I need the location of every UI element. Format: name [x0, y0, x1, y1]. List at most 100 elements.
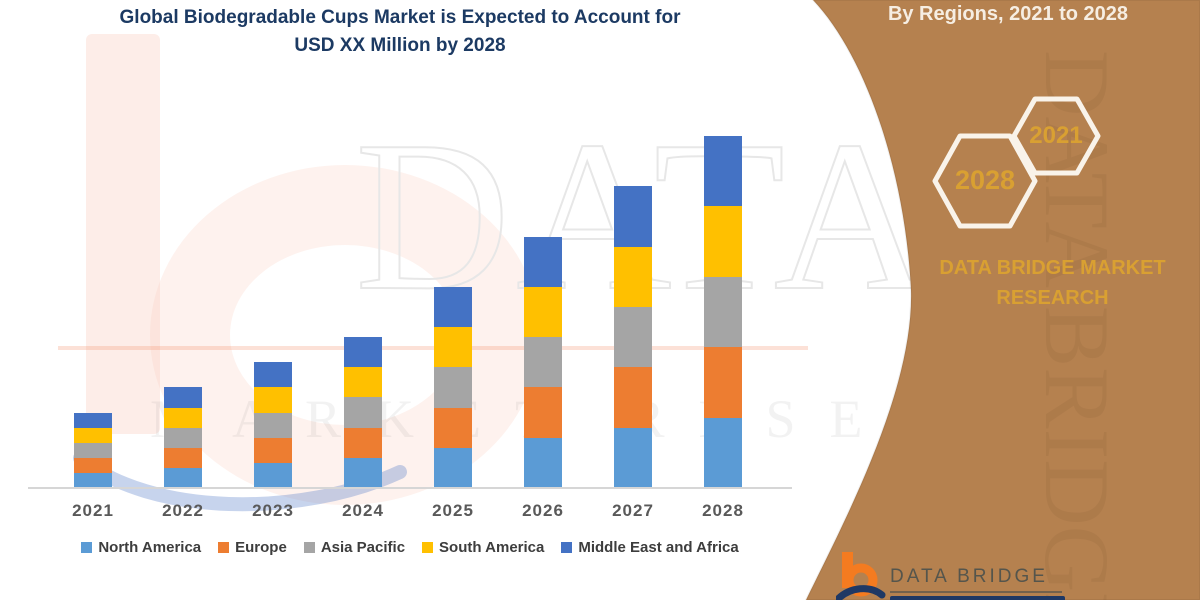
- bar-2021: [48, 134, 138, 488]
- stacked-bar: [524, 236, 562, 488]
- bar-segment: [434, 327, 472, 368]
- stacked-bar: [434, 286, 472, 488]
- bar-segment: [254, 387, 292, 413]
- bar-2027: [588, 134, 678, 488]
- bar-2028: [678, 134, 768, 488]
- bar-segment: [614, 186, 652, 247]
- bar-segment: [614, 306, 652, 368]
- side-brand-line2: RESEARCH: [996, 287, 1109, 309]
- bar-segment: [344, 367, 382, 398]
- footer-brand-bar: [890, 596, 1065, 600]
- legend-label: North America: [98, 539, 202, 556]
- bar-segment: [524, 286, 562, 338]
- plot-area: [48, 134, 768, 488]
- bar-2025: [408, 134, 498, 488]
- x-axis-labels: 2021 2022 2023 2024 2025 2026 2027 2028: [48, 501, 768, 521]
- watermark-b-stem: [86, 34, 160, 434]
- bar-segment: [164, 467, 202, 488]
- bar-2024: [318, 134, 408, 488]
- chart-title-line2: USD XX Million by 2028: [294, 34, 506, 56]
- bar-segment: [164, 427, 202, 448]
- bar-segment: [434, 286, 472, 328]
- bar-segment: [254, 412, 292, 438]
- bar-segment: [614, 367, 652, 428]
- footer-brand-text: DATA BRIDGE: [890, 566, 1048, 587]
- bar-segment: [74, 442, 112, 458]
- chart-title-line1: Global Biodegradable Cups Market is Expe…: [119, 7, 681, 28]
- legend-item: North America: [81, 539, 201, 556]
- stacked-bar: [344, 337, 382, 488]
- bar-segment: [524, 236, 562, 287]
- footer-brand-underline: [890, 591, 1062, 593]
- bar-segment: [614, 427, 652, 488]
- legend-swatch: [561, 542, 573, 553]
- bar-segment: [254, 462, 292, 488]
- data-bridge-b-logo-icon: [836, 552, 886, 600]
- x-axis-label: 2021: [72, 501, 114, 520]
- bar-segment: [524, 437, 562, 488]
- bar-segment: [344, 397, 382, 428]
- bar-segment: [164, 407, 202, 428]
- watermark-pink-stripe: [58, 346, 808, 350]
- bar-2023: [228, 134, 318, 488]
- legend-item: South America: [422, 539, 544, 556]
- x-axis-label: 2024: [342, 501, 384, 520]
- bar-segment: [704, 417, 742, 488]
- bar-segment: [164, 387, 202, 408]
- bar-2022: [138, 134, 228, 488]
- bar-segment: [434, 447, 472, 488]
- bar-segment: [254, 437, 292, 463]
- bar-segment: [254, 362, 292, 388]
- legend-swatch: [422, 542, 434, 553]
- bar-segment: [74, 427, 112, 443]
- x-axis-label: 2022: [162, 501, 204, 520]
- hexagon-2028: [932, 133, 1038, 229]
- bar-segment: [74, 412, 112, 428]
- x-axis-line: [28, 487, 792, 489]
- chart-title: Global Biodegradable Cups Market is Expe…: [50, 4, 750, 59]
- legend-swatch: [81, 542, 93, 553]
- legend-item: Europe: [218, 539, 287, 556]
- x-axis-label: 2028: [702, 501, 744, 520]
- x-axis-label: 2023: [252, 501, 294, 520]
- brown-panel-shape: [804, 0, 1200, 600]
- stacked-bar: [164, 387, 202, 488]
- side-brand-text: DATA BRIDGE MARKET RESEARCH: [925, 253, 1180, 313]
- bar-segment: [704, 135, 742, 207]
- bar-segment: [74, 472, 112, 488]
- x-axis-label: 2025: [432, 501, 474, 520]
- hexagon-label-2028: 2028: [954, 165, 1016, 195]
- side-panel-heading: By Regions, 2021 to 2028: [887, 3, 1129, 25]
- x-axis-label: 2027: [612, 501, 654, 520]
- legend-swatch: [218, 542, 230, 553]
- bar-segment: [164, 447, 202, 468]
- legend-label: Europe: [235, 539, 287, 556]
- legend: North America Europe Asia Pacific South Ame…: [28, 539, 792, 556]
- legend-label: Asia Pacific: [320, 539, 406, 556]
- bar-segment: [344, 457, 382, 488]
- legend-item: Asia Pacific: [303, 539, 406, 556]
- bar-segment: [704, 347, 742, 418]
- stacked-bar: [614, 186, 652, 488]
- hexagon-label-2021: 2021: [1029, 122, 1083, 149]
- bar-segment: [344, 337, 382, 368]
- bar-segment: [524, 387, 562, 438]
- stacked-bar: [704, 135, 742, 488]
- bar-segment: [344, 427, 382, 458]
- bar-segment: [524, 337, 562, 388]
- bar-segment: [614, 246, 652, 307]
- bar-segment: [74, 457, 112, 473]
- bar-segment: [704, 276, 742, 348]
- legend-swatch: [303, 542, 315, 553]
- side-brand-line1: DATA BRIDGE MARKET: [939, 257, 1166, 279]
- bar-2026: [498, 134, 588, 488]
- x-axis-label: 2026: [522, 501, 564, 520]
- bar-segment: [434, 407, 472, 448]
- hexagon-2021: [1011, 96, 1101, 176]
- legend-item: Middle East and Africa: [561, 539, 739, 556]
- stacked-bar: [74, 412, 112, 488]
- stacked-bar: [254, 362, 292, 488]
